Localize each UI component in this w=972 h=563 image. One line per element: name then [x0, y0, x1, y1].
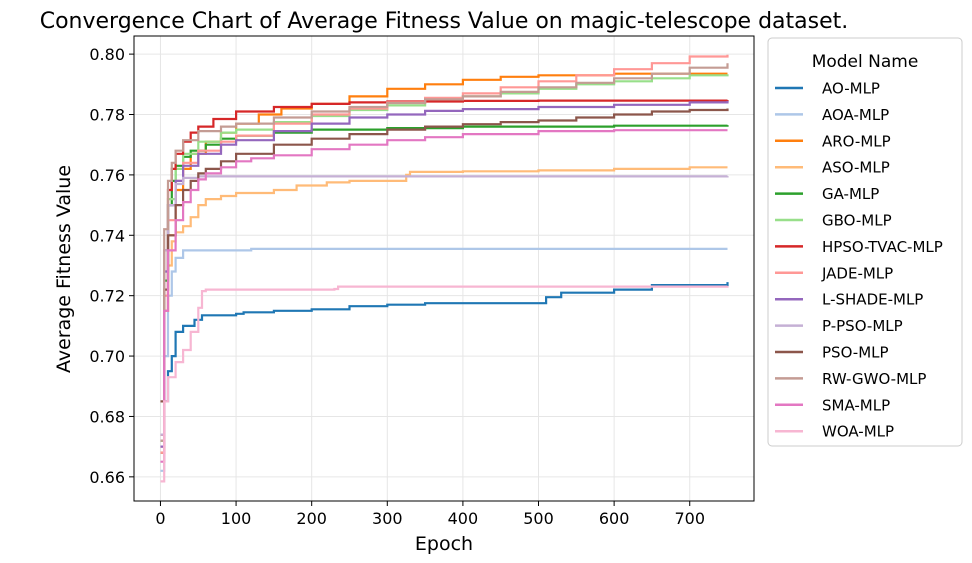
y-tick-label: 0.70 — [89, 347, 125, 366]
legend-label: PSO-MLP — [822, 344, 889, 362]
legend: Model Name AO-MLP AOA-MLP ARO-MLP ASO-MLP GA… — [767, 37, 963, 447]
series-line-p-pso-mlp — [160, 175, 729, 436]
series-line-hpso-tvac-mlp — [160, 99, 729, 436]
x-tick-label: 100 — [221, 509, 252, 528]
series-line-aso-mlp — [160, 166, 728, 448]
x-tick-label: 300 — [372, 509, 403, 528]
legend-label: GBO-MLP — [822, 212, 892, 230]
x-tick-label: 0 — [155, 509, 165, 528]
legend-items: AO-MLP AOA-MLP ARO-MLP ASO-MLP GA-MLP GBO-MLP… — [775, 80, 943, 441]
y-tick-label: 0.72 — [89, 287, 125, 306]
y-tick-label: 0.68 — [89, 407, 125, 426]
y-tick-label: 0.80 — [89, 45, 125, 64]
legend-title: Model Name — [812, 52, 919, 72]
series-line-sma-mlp — [160, 129, 728, 463]
chart-title: Convergence Chart of Average Fitness Val… — [40, 9, 849, 34]
y-tick-label: 0.66 — [89, 468, 125, 487]
grid — [134, 36, 754, 501]
y-axis-title: Average Fitness Value — [53, 165, 75, 373]
legend-label: JADE-MLP — [821, 264, 893, 282]
x-tick-label: 600 — [599, 509, 630, 528]
legend-label: L-SHADE-MLP — [822, 291, 923, 309]
x-axis-title: Epoch — [415, 533, 473, 555]
x-tick-label: 400 — [448, 509, 479, 528]
legend-label: AOA-MLP — [822, 106, 889, 124]
legend-label: P-PSO-MLP — [822, 317, 903, 335]
legend-label: ASO-MLP — [822, 159, 890, 177]
y-axis: 0.66 0.68 0.70 0.72 0.74 0.76 0.78 0.80 — [89, 45, 134, 487]
legend-label: WOA-MLP — [822, 423, 894, 441]
series-line-woa-mlp — [160, 285, 729, 483]
series-line-ao-mlp — [160, 282, 729, 454]
series-line-aro-mlp — [160, 72, 728, 454]
x-tick-label: 200 — [296, 509, 327, 528]
series-line-aoa-mlp — [160, 247, 728, 472]
x-tick-label: 700 — [674, 509, 705, 528]
legend-label: RW-GWO-MLP — [822, 370, 926, 388]
legend-label: SMA-MLP — [822, 396, 890, 414]
legend-label: HPSO-TVAC-MLP — [822, 238, 943, 256]
series-lines — [160, 54, 729, 483]
plot-area-frame — [133, 35, 755, 502]
y-tick-label: 0.76 — [89, 166, 125, 185]
legend-label: GA-MLP — [822, 185, 879, 203]
legend-frame — [767, 37, 963, 447]
legend-label: AO-MLP — [822, 80, 880, 98]
series-line-pso-mlp — [160, 108, 729, 403]
y-tick-label: 0.74 — [89, 226, 125, 245]
y-tick-label: 0.78 — [89, 106, 125, 125]
legend-label: ARO-MLP — [822, 132, 891, 150]
x-tick-label: 500 — [523, 509, 554, 528]
series-line-rw-gwo-mlp — [160, 63, 729, 442]
x-axis: 0 100 200 300 400 500 600 700 — [155, 501, 705, 528]
